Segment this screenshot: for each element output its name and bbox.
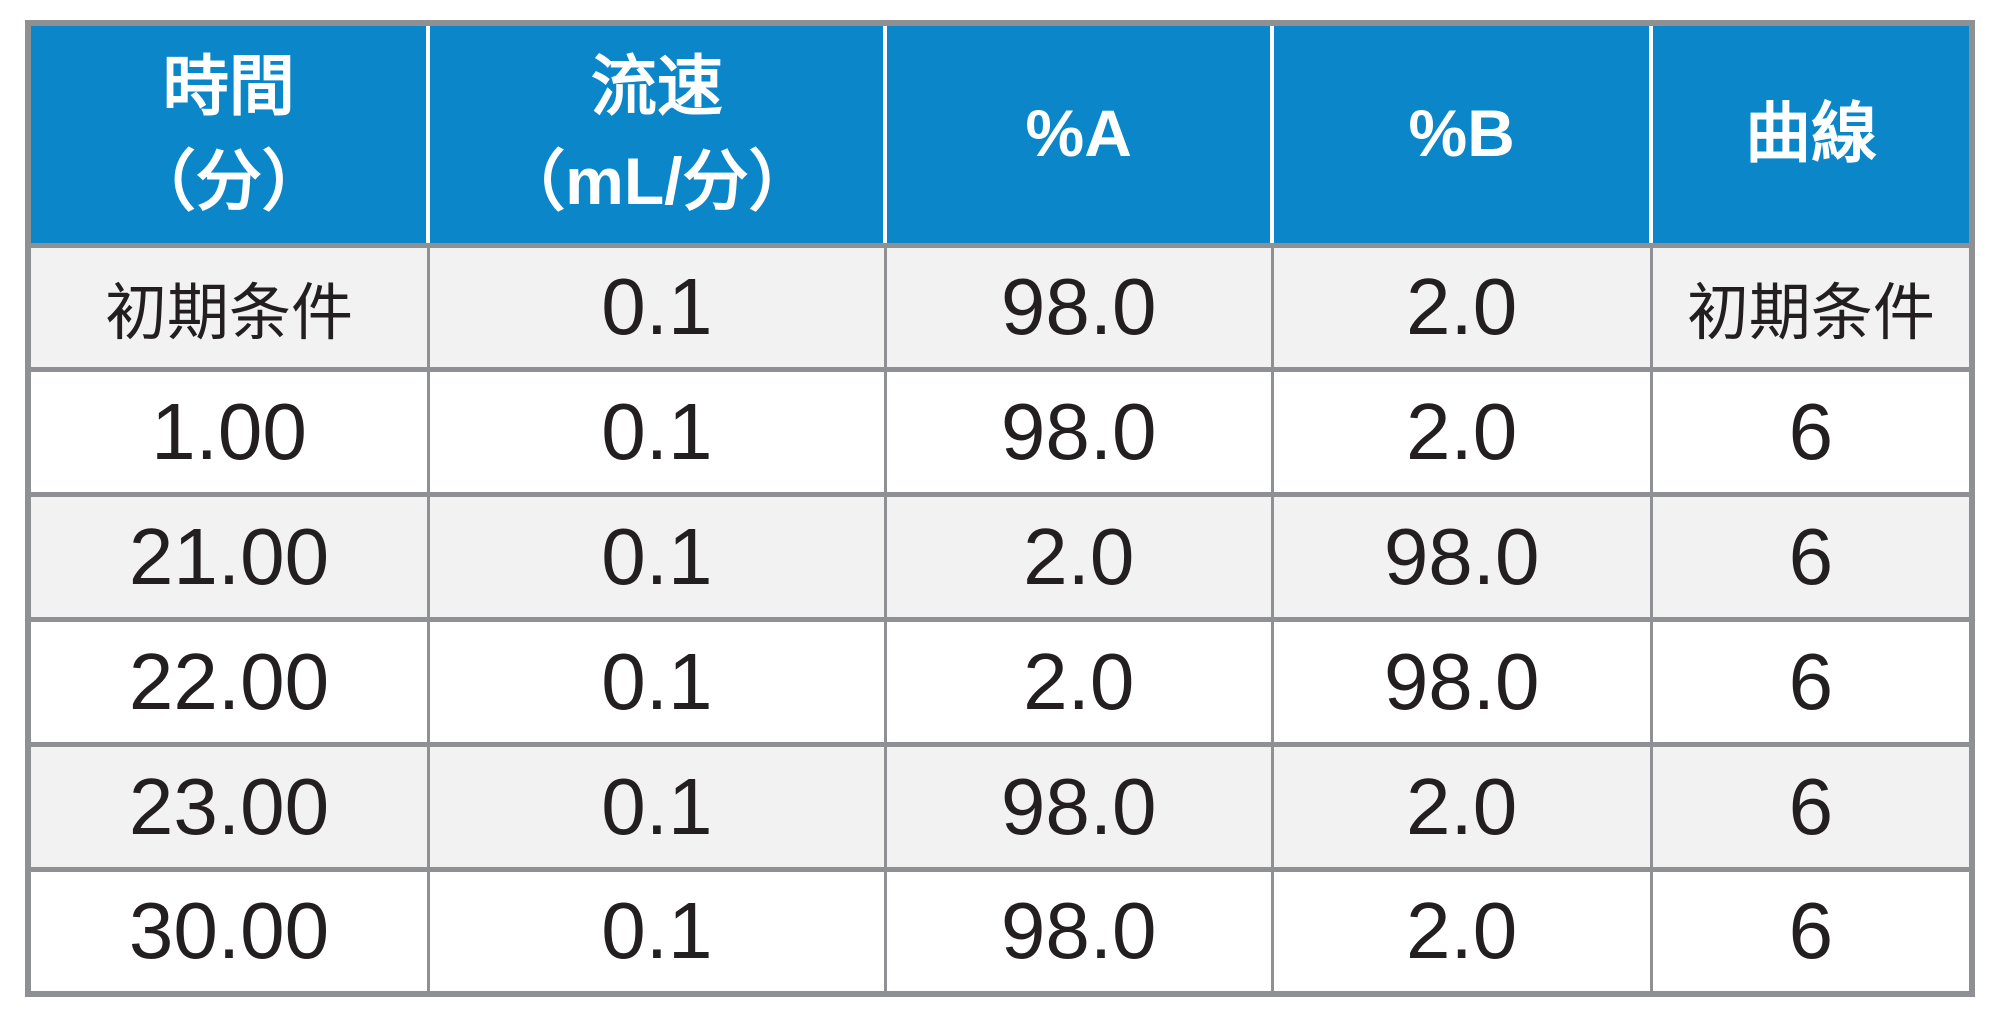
cell-percent-b: 98.0 xyxy=(1270,492,1652,620)
table-row: 1.00 0.1 98.0 2.0 6 xyxy=(28,367,1972,495)
cell-percent-b: 2.0 xyxy=(1270,242,1652,370)
table-row: 初期条件 0.1 98.0 2.0 初期条件 xyxy=(28,242,1972,370)
cell-percent-b: 2.0 xyxy=(1270,741,1652,870)
col-header-curve-line1: 曲線 xyxy=(1745,96,1878,171)
cell-percent-b: 98.0 xyxy=(1270,616,1652,745)
cell-curve: 初期条件 xyxy=(1649,242,1972,370)
cell-time: 初期条件 xyxy=(28,242,429,370)
cell-percent-a: 2.0 xyxy=(883,616,1273,745)
cell-flowrate: 0.1 xyxy=(426,367,886,495)
cell-percent-a: 98.0 xyxy=(883,242,1273,370)
cell-time: 30.00 xyxy=(28,866,429,994)
cell-time: 21.00 xyxy=(28,492,429,620)
table-row: 21.00 0.1 2.0 98.0 6 xyxy=(28,492,1972,620)
col-header-time-line1: 時間 xyxy=(162,48,295,123)
cell-flowrate: 0.1 xyxy=(426,741,886,870)
cell-curve: 6 xyxy=(1649,741,1972,870)
cell-percent-a: 2.0 xyxy=(883,492,1273,620)
cell-curve: 6 xyxy=(1649,616,1972,745)
gradient-table: 時間 （分） 流速 （mL/分） %A %B 曲線 xyxy=(25,20,1975,997)
col-header-time: 時間 （分） xyxy=(28,23,429,248)
cell-percent-b: 2.0 xyxy=(1270,367,1652,495)
cell-flowrate: 0.1 xyxy=(426,242,886,370)
col-header-flowrate-line1: 流速 xyxy=(590,48,723,123)
cell-curve: 6 xyxy=(1649,367,1972,495)
cell-time: 22.00 xyxy=(28,616,429,745)
table-header: 時間 （分） 流速 （mL/分） %A %B 曲線 xyxy=(28,23,1972,248)
table-body: 初期条件 0.1 98.0 2.0 初期条件 1.00 0.1 98.0 2.0… xyxy=(28,242,1972,994)
cell-curve: 6 xyxy=(1649,866,1972,994)
col-header-percent-b-line1: %B xyxy=(1408,96,1515,171)
header-row: 時間 （分） 流速 （mL/分） %A %B 曲線 xyxy=(28,23,1972,248)
cell-time: 1.00 xyxy=(28,367,429,495)
table-row: 30.00 0.1 98.0 2.0 6 xyxy=(28,866,1972,994)
table-row: 23.00 0.1 98.0 2.0 6 xyxy=(28,741,1972,870)
col-header-percent-a-line1: %A xyxy=(1025,96,1132,171)
cell-time: 23.00 xyxy=(28,741,429,870)
cell-percent-a: 98.0 xyxy=(883,866,1273,994)
col-header-time-line2: （分） xyxy=(129,144,328,219)
cell-percent-a: 98.0 xyxy=(883,741,1273,870)
col-header-percent-a: %A xyxy=(883,23,1273,248)
table-row: 22.00 0.1 2.0 98.0 6 xyxy=(28,616,1972,745)
col-header-percent-b: %B xyxy=(1270,23,1652,248)
cell-flowrate: 0.1 xyxy=(426,866,886,994)
cell-percent-a: 98.0 xyxy=(883,367,1273,495)
cell-flowrate: 0.1 xyxy=(426,616,886,745)
cell-curve: 6 xyxy=(1649,492,1972,620)
cell-flowrate: 0.1 xyxy=(426,492,886,620)
col-header-flowrate: 流速 （mL/分） xyxy=(426,23,886,248)
gradient-table-container: 時間 （分） 流速 （mL/分） %A %B 曲線 xyxy=(25,20,1975,997)
cell-percent-b: 2.0 xyxy=(1270,866,1652,994)
col-header-flowrate-line2: （mL/分） xyxy=(499,144,815,219)
col-header-curve: 曲線 xyxy=(1649,23,1972,248)
